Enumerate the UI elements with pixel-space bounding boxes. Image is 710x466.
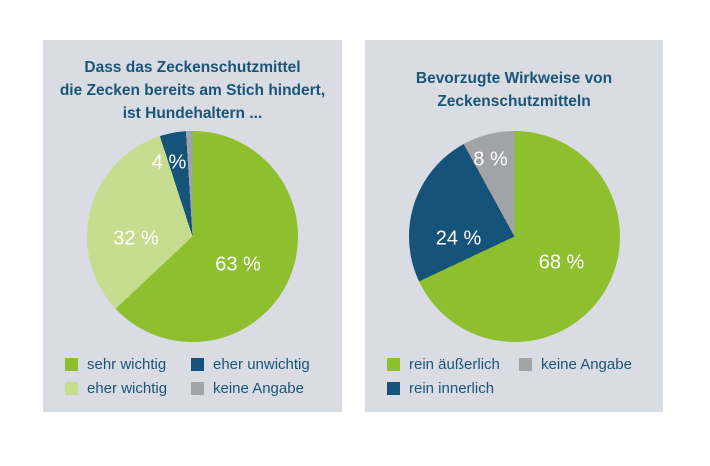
legend-item: rein äußerlich bbox=[387, 357, 519, 372]
legend-color-swatch bbox=[65, 382, 78, 395]
right-chart-panel: Bevorzugte Wirkweise von Zeckenschutzmit… bbox=[365, 40, 663, 412]
pie-value-label: 32 % bbox=[113, 227, 159, 250]
legend-color-swatch bbox=[519, 358, 532, 371]
legend-item-label: rein äußerlich bbox=[409, 356, 500, 373]
pie-value-label: 4 % bbox=[151, 151, 187, 174]
left-pie-chart: 63 % 32 % 4 % bbox=[87, 131, 298, 342]
pie-value-label: 8 % bbox=[473, 148, 508, 171]
right-chart-legend: rein äußerlich keine Angabe rein innerli… bbox=[387, 354, 632, 399]
legend-item: keine Angabe bbox=[519, 357, 632, 372]
legend-item: keine Angabe bbox=[191, 381, 310, 396]
legend-color-swatch bbox=[65, 358, 78, 371]
chart-title-line: Dass das Zeckenschutzmittel bbox=[84, 58, 301, 76]
pie-value-label: 68 % bbox=[538, 251, 585, 274]
legend-item: eher wichtig bbox=[65, 381, 191, 396]
left-chart-panel: Dass das Zeckenschutzmittel die Zecken b… bbox=[43, 40, 342, 412]
legend-item-label: eher wichtig bbox=[87, 380, 168, 397]
legend-item-label: keine Angabe bbox=[541, 356, 632, 373]
chart-title-line: Bevorzugte Wirkweise von bbox=[415, 70, 613, 87]
chart-title-line: ist Hundehaltern ... bbox=[122, 104, 263, 122]
legend-color-swatch bbox=[387, 382, 400, 395]
pie-value-label: 63 % bbox=[215, 253, 261, 276]
chart-title-line: Zeckenschutzmitteln bbox=[437, 93, 591, 110]
legend-item-label: keine Angabe bbox=[213, 380, 304, 397]
left-chart-title: Dass das Zeckenschutzmittel die Zecken b… bbox=[49, 50, 336, 130]
legend-item-label: sehr wichtig bbox=[87, 356, 167, 373]
legend-item-label: eher unwichtig bbox=[213, 356, 310, 373]
legend-item: rein innerlich bbox=[387, 381, 519, 396]
chart-title-line: die Zecken bereits am Stich hindert, bbox=[59, 81, 326, 99]
legend-color-swatch bbox=[191, 382, 204, 395]
pie-value-label: 24 % bbox=[435, 227, 482, 250]
legend-color-swatch bbox=[387, 358, 400, 371]
right-pie-chart: 68 % 24 % 8 % bbox=[408, 131, 620, 342]
legend-item: eher unwichtig bbox=[191, 357, 310, 372]
legend-item-label: rein innerlich bbox=[409, 380, 495, 397]
legend-item: sehr wichtig bbox=[65, 357, 191, 372]
left-chart-legend: sehr wichtig eher unwichtig eher wichtig… bbox=[65, 354, 310, 399]
right-chart-title: Bevorzugte Wirkweise von Zeckenschutzmit… bbox=[371, 50, 657, 130]
legend-color-swatch bbox=[191, 358, 204, 371]
